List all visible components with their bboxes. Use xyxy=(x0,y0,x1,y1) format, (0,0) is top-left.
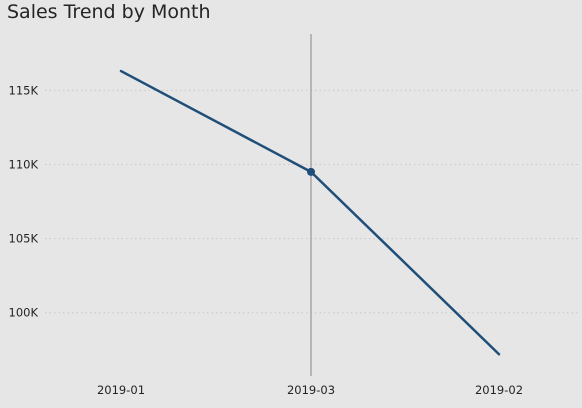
y-tick-label: 115K xyxy=(9,83,39,97)
data-point[interactable] xyxy=(118,68,124,74)
highlighted-data-point[interactable] xyxy=(307,167,315,176)
series-line[interactable] xyxy=(119,69,501,356)
y-tick-label: 100K xyxy=(9,306,39,320)
y-tick-label: 110K xyxy=(9,157,39,171)
x-tick-label: 2019-01 xyxy=(97,383,145,397)
x-tick-label: 2019-03 xyxy=(287,383,335,397)
x-tick-label: 2019-02 xyxy=(475,383,523,397)
chart-title: Sales Trend by Month xyxy=(7,1,211,23)
y-tick-label: 105K xyxy=(9,232,39,246)
data-point[interactable] xyxy=(496,351,502,357)
